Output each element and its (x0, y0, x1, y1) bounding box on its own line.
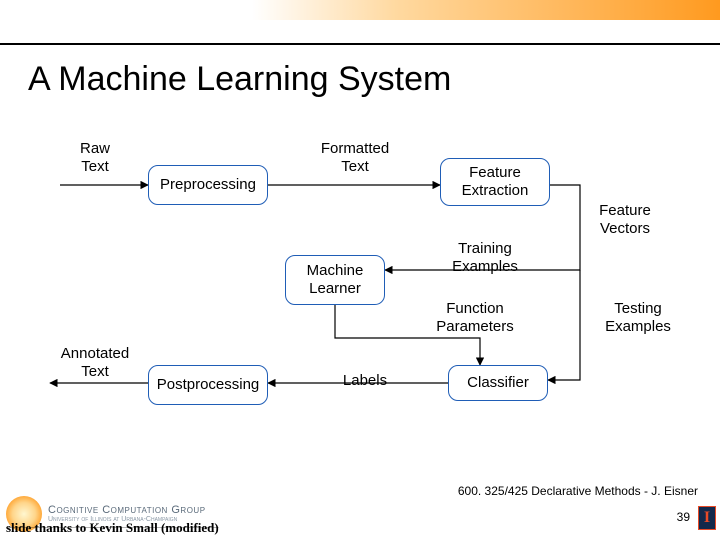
node-classif: Classifier (448, 365, 548, 401)
node-fvec: FeatureVectors (585, 202, 665, 238)
node-testex: TestingExamples (593, 300, 683, 336)
slide-title: A Machine Learning System (28, 60, 451, 99)
node-raw: RawText (60, 140, 130, 176)
node-annot: AnnotatedText (50, 345, 140, 381)
slide-credit: slide thanks to Kevin Small (modified) (6, 520, 219, 536)
node-preproc: Preprocessing (148, 165, 268, 205)
node-trainex: TrainingExamples (440, 240, 530, 276)
illinois-logo: I (698, 506, 716, 530)
header-gradient (0, 0, 720, 20)
node-learner: MachineLearner (285, 255, 385, 305)
node-postproc: Postprocessing (148, 365, 268, 405)
node-featext: FeatureExtraction (440, 158, 550, 206)
header-rule (0, 43, 720, 45)
ccg-title: Cognitive Computation Group (48, 505, 206, 516)
node-fmt: FormattedText (310, 140, 400, 176)
ml-flowchart: Preprocessing FeatureExtraction MachineLea… (10, 140, 710, 450)
slide-number: 39 (677, 510, 690, 524)
node-labels: Labels (330, 372, 400, 394)
course-footer: 600. 325/425 Declarative Methods - J. Ei… (458, 484, 698, 498)
node-fparams: FunctionParameters (420, 300, 530, 336)
